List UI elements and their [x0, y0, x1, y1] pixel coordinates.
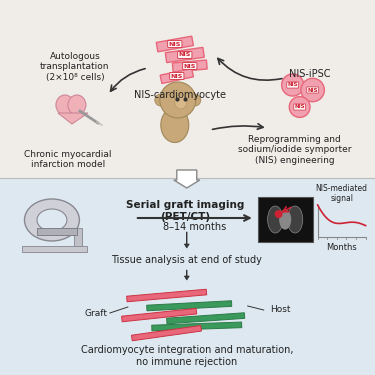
Bar — [37, 228, 77, 235]
Ellipse shape — [287, 206, 303, 233]
Text: 8–14 months: 8–14 months — [163, 222, 226, 232]
Circle shape — [282, 74, 304, 96]
Circle shape — [274, 210, 283, 218]
Text: Months: Months — [326, 243, 357, 252]
Polygon shape — [156, 36, 194, 52]
FancyArrow shape — [184, 270, 189, 280]
Text: NIS: NIS — [308, 87, 318, 93]
Text: NIS: NIS — [294, 105, 305, 110]
Circle shape — [155, 94, 167, 106]
Text: Cardiomyocyte integration and maturation,
no immune rejection: Cardiomyocyte integration and maturation… — [81, 345, 293, 367]
Polygon shape — [160, 69, 194, 84]
Text: Serial graft imaging
(PET/CT): Serial graft imaging (PET/CT) — [126, 200, 244, 222]
Polygon shape — [166, 313, 245, 324]
Text: NIS: NIS — [169, 42, 181, 46]
Circle shape — [289, 97, 310, 117]
Text: NIS: NIS — [184, 63, 196, 69]
Text: NIS: NIS — [178, 53, 191, 57]
Polygon shape — [165, 47, 204, 63]
Text: Tissue analysis at end of study: Tissue analysis at end of study — [111, 255, 262, 265]
FancyArrow shape — [184, 232, 189, 248]
Bar — [74, 228, 82, 246]
Polygon shape — [132, 326, 201, 341]
Ellipse shape — [24, 199, 80, 241]
Circle shape — [160, 82, 196, 118]
Bar — [0, 0, 375, 178]
Ellipse shape — [56, 95, 74, 115]
Text: NIS-iPSC: NIS-iPSC — [289, 69, 330, 79]
Polygon shape — [147, 301, 232, 311]
Ellipse shape — [68, 95, 86, 115]
Polygon shape — [152, 322, 242, 331]
Ellipse shape — [161, 108, 189, 142]
Polygon shape — [58, 113, 88, 124]
Bar — [0, 178, 375, 375]
Text: Reprogramming and
sodium/iodide symporter
(NIS) engineering: Reprogramming and sodium/iodide symporte… — [238, 135, 351, 165]
Polygon shape — [172, 60, 207, 72]
Text: NIS-cardiomyocyte: NIS-cardiomyocyte — [134, 90, 226, 100]
Polygon shape — [122, 308, 196, 322]
Bar — [22, 246, 87, 252]
Ellipse shape — [175, 95, 187, 109]
Text: NIS: NIS — [287, 82, 298, 87]
Text: NIS-mediated
signal: NIS-mediated signal — [316, 184, 368, 203]
Text: Host: Host — [270, 306, 290, 315]
Text: Graft: Graft — [85, 309, 108, 318]
Ellipse shape — [37, 209, 67, 231]
FancyArrow shape — [174, 170, 200, 188]
Text: Autologous
transplantation
(2×10⁸ cells): Autologous transplantation (2×10⁸ cells) — [40, 52, 110, 82]
Text: Chronic myocardial
infarction model: Chronic myocardial infarction model — [24, 150, 112, 170]
Ellipse shape — [279, 209, 291, 230]
Polygon shape — [127, 289, 207, 302]
Ellipse shape — [268, 206, 283, 233]
Circle shape — [189, 94, 201, 106]
Text: NIS: NIS — [171, 74, 183, 78]
Bar — [258, 197, 313, 242]
Circle shape — [301, 78, 324, 102]
